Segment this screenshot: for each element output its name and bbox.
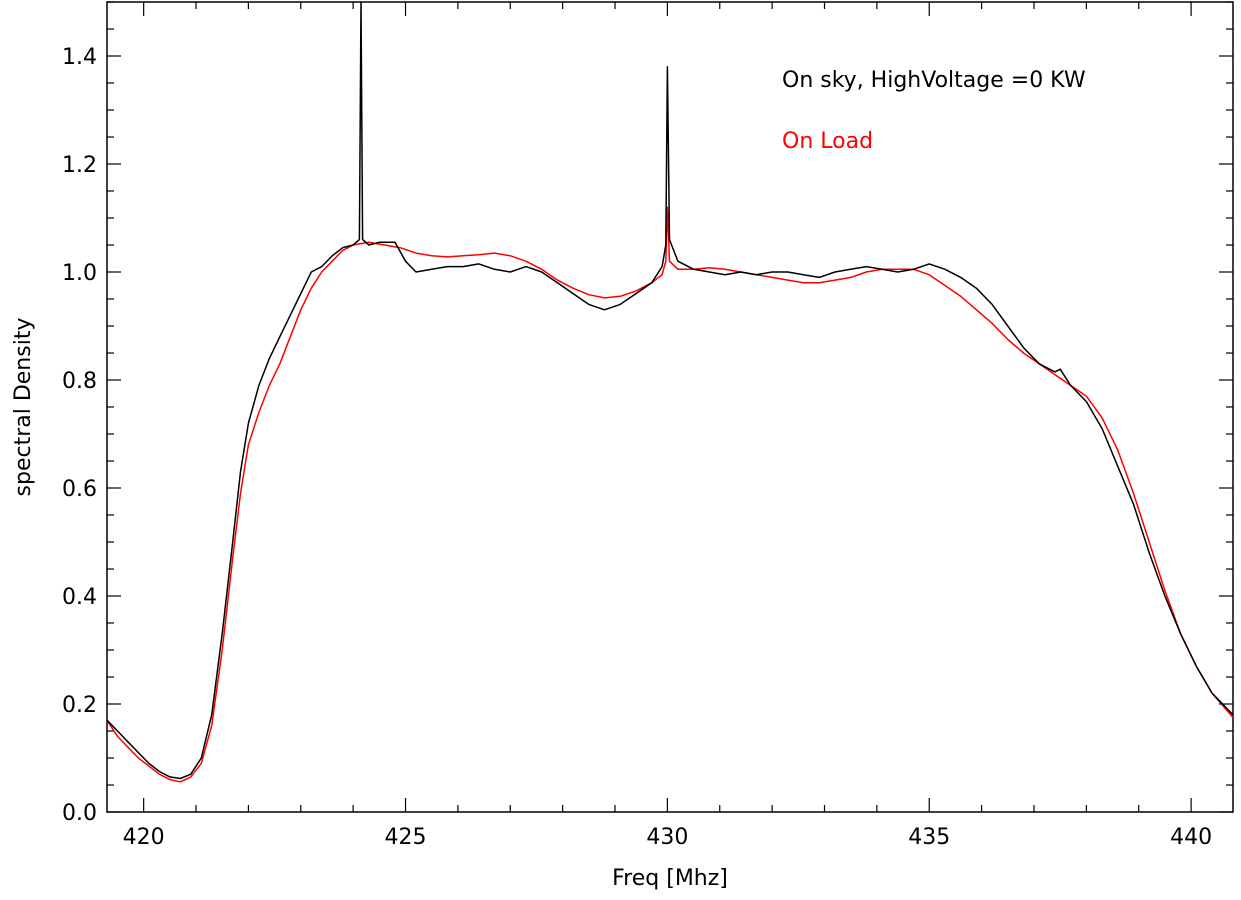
x-tick-label: 435 (908, 825, 950, 850)
series-layer (106, 1, 1234, 783)
y-tick-label: 0.4 (62, 585, 97, 610)
x-axis-ticks: 420 425 430 435 440 (123, 2, 1212, 850)
series-line-on-sky (106, 1, 1234, 780)
x-tick-label: 430 (646, 825, 688, 850)
legend-entry-on-load: On Load (782, 129, 873, 154)
x-tick-label: 440 (1170, 825, 1212, 850)
y-tick-label: 1.4 (62, 45, 97, 70)
y-axis-label: spectral Density (11, 318, 36, 497)
x-axis-label: Freq [Mhz] (612, 866, 728, 891)
plot-frame (106, 1, 1234, 813)
x-tick-label: 425 (385, 825, 427, 850)
y-tick-label: 0.6 (62, 477, 97, 502)
x-tick-label: 420 (123, 825, 165, 850)
y-tick-label: 0.2 (62, 693, 97, 718)
legend-entry-on-sky: On sky, HighVoltage =0 KW (782, 68, 1086, 93)
y-axis-ticks: 0.0 0.2 0.4 0.6 0.8 1.0 1.2 1.4 (62, 1, 1233, 826)
y-tick-label: 1.0 (62, 261, 97, 286)
y-tick-label: 0.8 (62, 369, 97, 394)
series-line-on-load (106, 206, 1234, 783)
y-tick-label: 0.0 (62, 801, 97, 826)
y-tick-label: 1.2 (62, 153, 97, 178)
